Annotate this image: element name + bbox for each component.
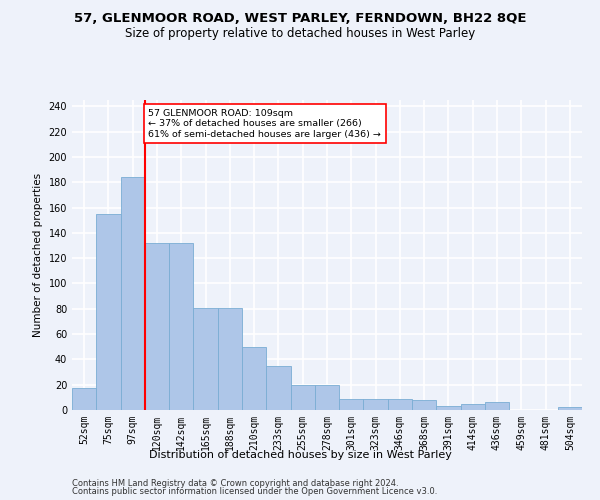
Bar bbox=[290, 384, 315, 410]
Text: Size of property relative to detached houses in West Parley: Size of property relative to detached ho… bbox=[125, 28, 475, 40]
Bar bbox=[218, 308, 242, 410]
Text: 57 GLENMOOR ROAD: 109sqm
← 37% of detached houses are smaller (266)
61% of semi-: 57 GLENMOOR ROAD: 109sqm ← 37% of detach… bbox=[149, 109, 382, 138]
Bar bbox=[121, 177, 145, 410]
Bar bbox=[315, 384, 339, 410]
Y-axis label: Number of detached properties: Number of detached properties bbox=[33, 173, 43, 337]
Bar bbox=[145, 243, 169, 410]
Bar bbox=[96, 214, 121, 410]
Bar bbox=[558, 408, 582, 410]
Bar bbox=[169, 243, 193, 410]
Bar bbox=[193, 308, 218, 410]
Bar bbox=[436, 406, 461, 410]
Bar bbox=[485, 402, 509, 410]
Bar bbox=[339, 398, 364, 410]
Text: Contains HM Land Registry data © Crown copyright and database right 2024.: Contains HM Land Registry data © Crown c… bbox=[72, 478, 398, 488]
Bar bbox=[412, 400, 436, 410]
Bar bbox=[72, 388, 96, 410]
Bar bbox=[388, 398, 412, 410]
Text: Contains public sector information licensed under the Open Government Licence v3: Contains public sector information licen… bbox=[72, 487, 437, 496]
Bar bbox=[242, 346, 266, 410]
Bar bbox=[266, 366, 290, 410]
Text: 57, GLENMOOR ROAD, WEST PARLEY, FERNDOWN, BH22 8QE: 57, GLENMOOR ROAD, WEST PARLEY, FERNDOWN… bbox=[74, 12, 526, 26]
Bar bbox=[364, 398, 388, 410]
Bar bbox=[461, 404, 485, 410]
Text: Distribution of detached houses by size in West Parley: Distribution of detached houses by size … bbox=[149, 450, 451, 460]
